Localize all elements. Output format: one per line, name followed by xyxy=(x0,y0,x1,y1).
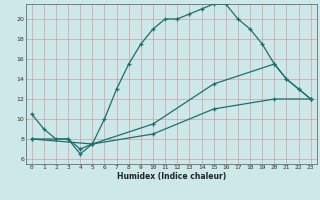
X-axis label: Humidex (Indice chaleur): Humidex (Indice chaleur) xyxy=(116,172,226,181)
